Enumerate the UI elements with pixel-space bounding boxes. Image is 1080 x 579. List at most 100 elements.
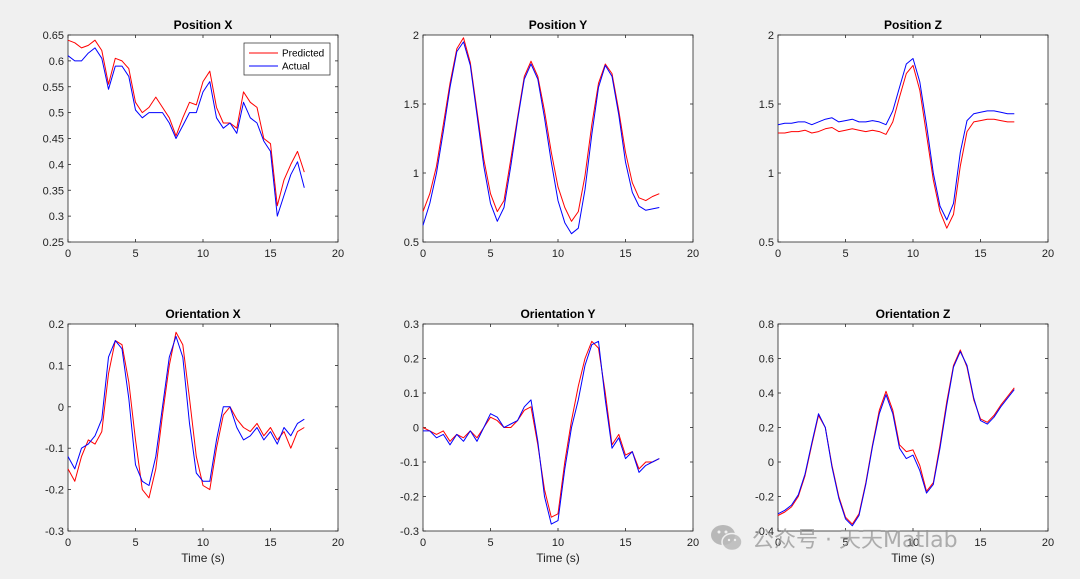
chart-title: Orientation X	[165, 307, 240, 321]
legend-box	[243, 42, 331, 76]
series-line-predicted	[67, 39, 305, 207]
x-tick-label: 15	[619, 248, 631, 260]
y-tick-label: 1	[413, 168, 419, 180]
y-tick-label: 0.8	[759, 319, 774, 331]
x-tick-label: 15	[974, 537, 986, 549]
y-tick-label: -0.4	[755, 526, 774, 538]
y-tick-label: 0.4	[759, 388, 774, 400]
x-tick-label: 15	[619, 537, 631, 549]
legend: Predicted Actual	[243, 42, 331, 76]
x-tick-label: 10	[552, 248, 564, 260]
y-tick-label: 2	[413, 30, 419, 42]
axes-box	[422, 323, 694, 532]
subplot-6: Orientation Z 0 5 10 15 20 -0.4 -0.2 0 0.2 0.4 0.6 0…	[755, 307, 1054, 565]
x-tick-label: 0	[420, 537, 426, 549]
chart-title: Orientation Y	[520, 307, 595, 321]
chart-title: Orientation Z	[876, 307, 951, 321]
axes-box	[777, 323, 1049, 532]
y-tick-label: 0.2	[404, 354, 419, 366]
subplot-2: Position Y 0 5 10 15 20 0.5 1 1.5 2	[404, 18, 699, 260]
y-tick-label: 0.2	[759, 423, 774, 435]
x-tick-label: 15	[264, 248, 276, 260]
chart-title: Position Y	[529, 18, 587, 32]
y-tick-label: 0.2	[49, 319, 64, 331]
x-tick-label: 10	[552, 537, 564, 549]
x-tick-label: 5	[487, 248, 493, 260]
series-line-actual	[422, 41, 660, 235]
x-tick-label: 20	[687, 537, 699, 549]
x-tick-label: 10	[907, 537, 919, 549]
y-tick-label: 2	[768, 30, 774, 42]
y-tick-label: 0.6	[49, 56, 64, 68]
y-tick-label: 0.6	[759, 354, 774, 366]
chart-title: Position X	[174, 18, 233, 32]
y-tick-label: 0	[768, 457, 774, 469]
y-tick-label: 0.5	[759, 237, 774, 249]
y-tick-label: -0.2	[45, 485, 64, 497]
x-tick-label: 20	[1042, 248, 1054, 260]
x-axis-label: Time (s)	[536, 551, 580, 565]
y-tick-label: -0.3	[400, 526, 419, 538]
series-line-actual	[67, 47, 305, 217]
y-tick-label: -0.2	[400, 492, 419, 504]
series-line-predicted	[778, 64, 1015, 229]
y-tick-label: -0.3	[45, 526, 64, 538]
y-tick-label: 0	[413, 423, 419, 435]
y-tick-label: 0.35	[43, 185, 64, 197]
chart-title: Position Z	[884, 18, 942, 32]
x-axis-label: Time (s)	[181, 551, 225, 565]
y-tick-label: 1	[768, 168, 774, 180]
series-line-actual	[777, 58, 1015, 221]
x-tick-label: 5	[842, 537, 848, 549]
y-tick-label: 1.5	[404, 99, 419, 111]
subplot-5: Orientation Y 0 5 10 15 20 -0.3 -0.2 -0.1 0 0.1 0.2…	[400, 307, 699, 565]
legend-label-predicted: Predicted	[282, 49, 324, 60]
x-tick-label: 0	[65, 537, 71, 549]
x-tick-label: 0	[65, 248, 71, 260]
axes-box	[422, 34, 694, 243]
y-tick-label: 0.4	[49, 159, 64, 171]
x-tick-label: 10	[197, 248, 209, 260]
x-tick-label: 15	[264, 537, 276, 549]
x-tick-label: 20	[332, 537, 344, 549]
x-tick-label: 5	[132, 537, 138, 549]
y-tick-label: -0.2	[755, 492, 774, 504]
x-axis-label: Time (s)	[891, 551, 935, 565]
x-tick-label: 10	[907, 248, 919, 260]
x-tick-label: 0	[775, 248, 781, 260]
y-tick-label: 0.3	[404, 319, 419, 331]
subplot-4: Orientation X 0 5 10 15 20 -0.3 -0.2 -0.1 0 0.1 0.2…	[45, 307, 344, 565]
y-tick-label: 0.55	[43, 82, 64, 94]
series-line-predicted	[422, 37, 660, 222]
y-tick-label: 0	[58, 402, 64, 414]
series-line-predicted	[67, 331, 305, 499]
x-tick-label: 20	[687, 248, 699, 260]
subplot-1: Position X 0 5 10 15 20 0.25 0.3 0.35 0.4 0.45 0.5 0…	[43, 18, 345, 260]
y-tick-label: 1.5	[759, 99, 774, 111]
x-tick-label: 15	[974, 248, 986, 260]
y-tick-label: 0.3	[49, 211, 64, 223]
legend-label-actual: Actual	[282, 62, 310, 73]
y-tick-label: 0.5	[404, 237, 419, 249]
axes-box	[777, 34, 1049, 243]
series-line-actual	[777, 351, 1015, 527]
y-tick-label: 0.1	[49, 360, 64, 372]
x-tick-label: 5	[842, 248, 848, 260]
y-tick-label: 0.65	[43, 30, 64, 42]
x-tick-label: 0	[775, 537, 781, 549]
y-tick-label: 0.45	[43, 134, 64, 146]
y-tick-label: 0.5	[49, 108, 64, 120]
x-tick-label: 5	[132, 248, 138, 260]
y-tick-label: 0.25	[43, 237, 64, 249]
y-tick-label: -0.1	[45, 443, 64, 455]
y-tick-label: -0.1	[400, 457, 419, 469]
subplot-3: Position Z 0 5 10 15 20 0.5 1 1.5 2	[759, 18, 1054, 260]
x-tick-label: 10	[197, 537, 209, 549]
x-tick-label: 0	[420, 248, 426, 260]
series-line-actual	[67, 335, 305, 486]
axes-box	[67, 323, 339, 532]
y-tick-label: 0.1	[404, 388, 419, 400]
series-line-actual	[423, 340, 660, 525]
x-tick-label: 20	[332, 248, 344, 260]
